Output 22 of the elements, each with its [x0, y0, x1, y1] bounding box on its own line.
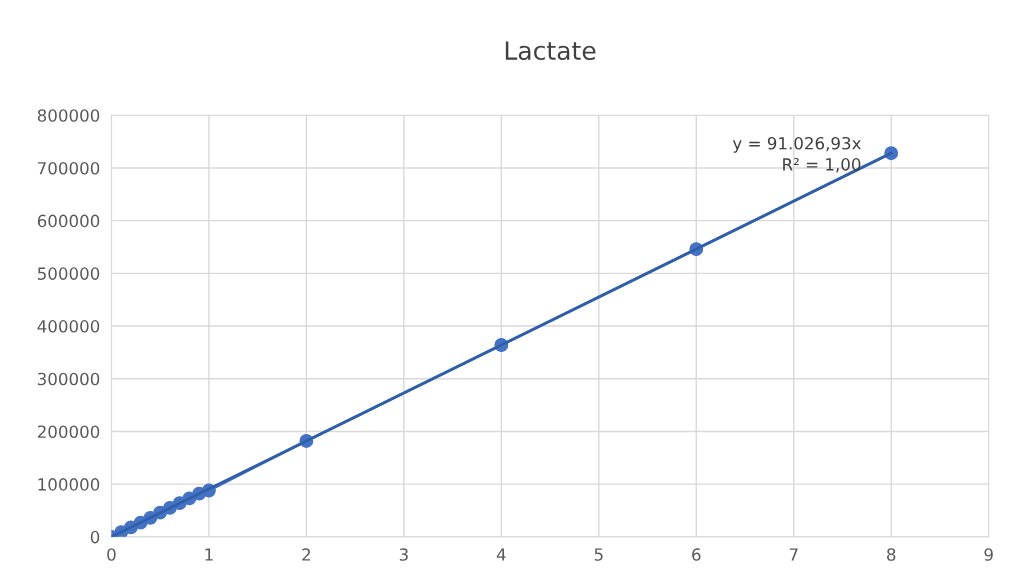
x-tick-label: 6 — [692, 548, 701, 561]
x-tick-label: 1 — [205, 548, 213, 561]
y-tick-label: 800000 — [37, 109, 100, 122]
y-tick-label: 100000 — [38, 478, 100, 491]
y-tick-label: 700000 — [38, 161, 100, 175]
x-tick-label: 5 — [594, 548, 603, 561]
y-tick-label: 300000 — [37, 372, 100, 386]
annotation: R² = 1,00 — [783, 158, 861, 173]
x-tick-label: 4 — [496, 548, 506, 561]
x-tick-label: 2 — [302, 548, 311, 561]
y-tick-label: 200000 — [37, 425, 100, 439]
y-tick-label: 0 — [90, 530, 100, 544]
y-tick-label: 500000 — [37, 267, 100, 280]
chart-title: Lactate — [505, 41, 596, 61]
y-tick-label: 400000 — [37, 320, 100, 333]
x-tick-label: 3 — [399, 548, 408, 561]
annotation: y = 91.026,93x — [732, 136, 861, 153]
x-tick-label: 7 — [789, 548, 798, 561]
x-tick-label: 9 — [984, 548, 993, 561]
y-tick-label: 600000 — [37, 214, 100, 228]
x-tick-label: 8 — [887, 548, 896, 561]
x-tick-label: 0 — [107, 548, 116, 561]
